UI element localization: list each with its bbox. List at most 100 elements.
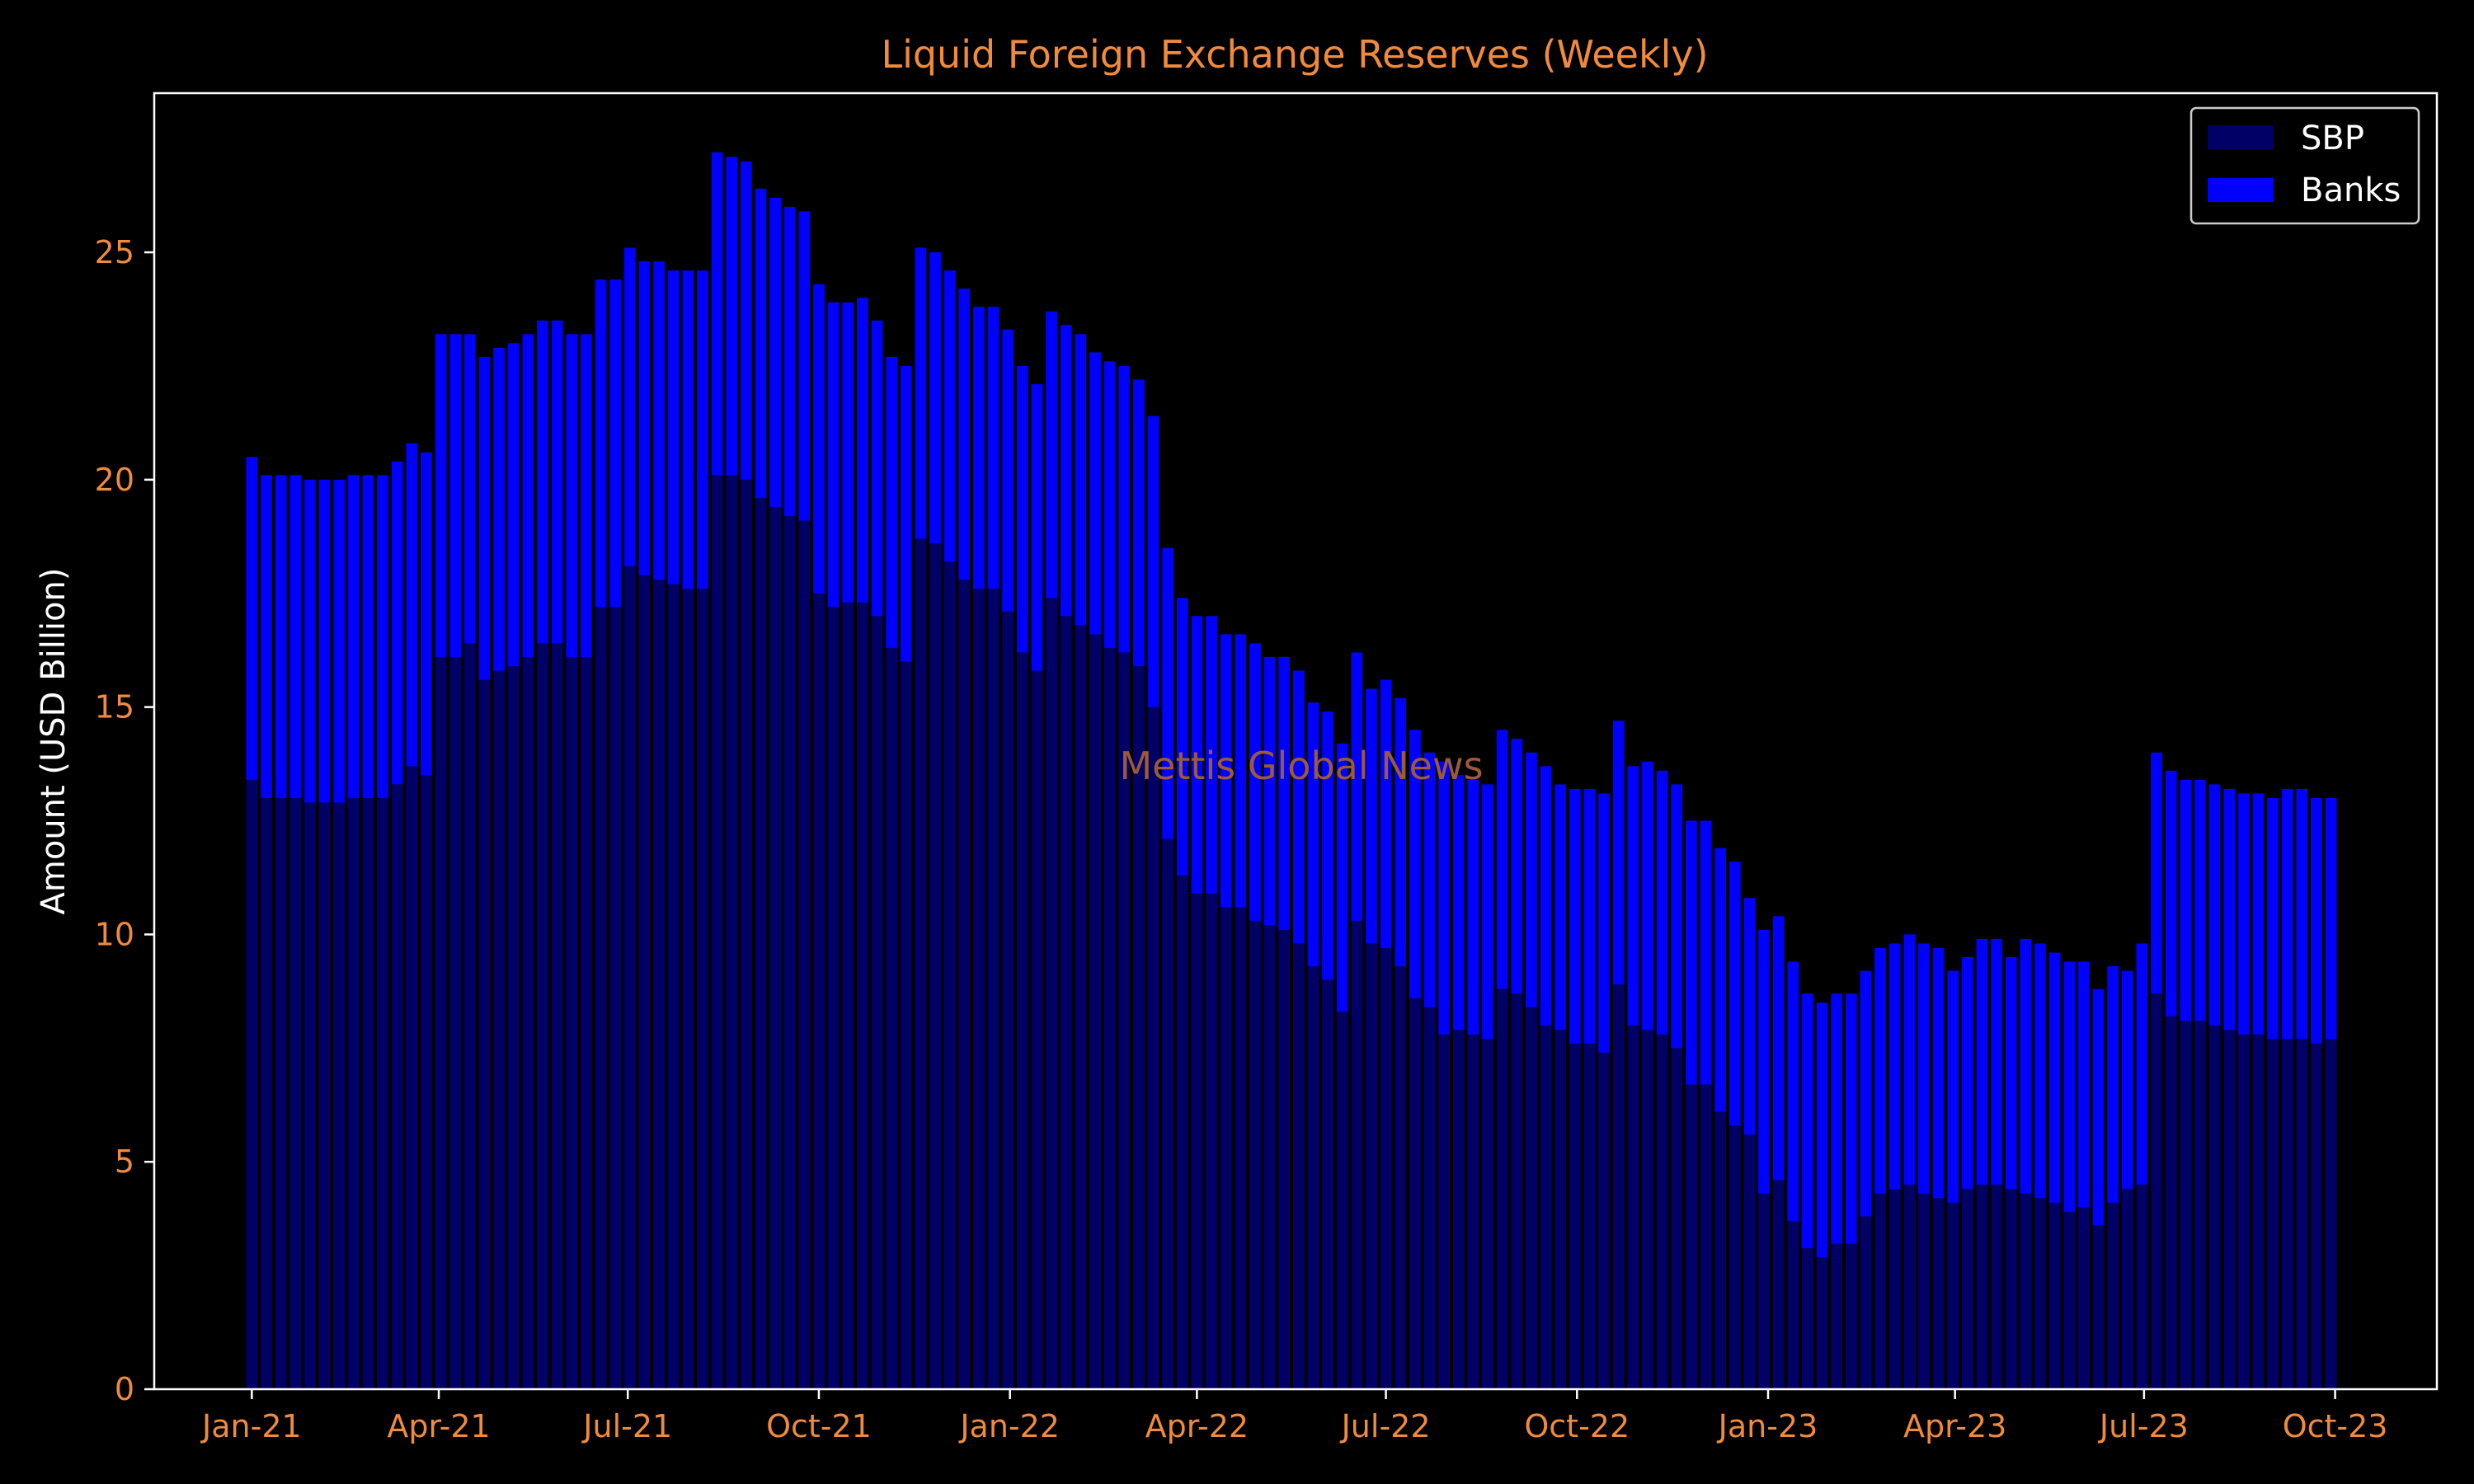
bar-banks <box>2194 779 2206 1021</box>
bar-banks <box>318 479 331 803</box>
bar-banks <box>1278 656 1291 930</box>
bar-sbp <box>2020 1193 2032 1389</box>
bar-sbp <box>827 607 840 1389</box>
bar-sbp <box>246 779 258 1389</box>
bar-banks <box>1351 652 1363 921</box>
bar-banks <box>1409 730 1421 998</box>
bar-sbp <box>1002 611 1014 1389</box>
bar-sbp <box>1075 625 1087 1389</box>
bar-banks <box>2252 793 2265 1035</box>
bar-sbp <box>1932 1198 1945 1389</box>
bar-banks <box>987 307 999 589</box>
bar-sbp <box>449 656 462 1389</box>
bar-sbp <box>2194 1021 2206 1389</box>
bar-sbp <box>783 515 796 1389</box>
bar-sbp <box>1220 907 1232 1389</box>
bar-banks <box>726 157 738 476</box>
bar-sbp <box>2005 1189 2017 1389</box>
bar-sbp <box>1554 1030 1566 1389</box>
bar-sbp <box>1031 670 1043 1389</box>
bar-sbp <box>1278 929 1291 1389</box>
bar-sbp <box>1016 652 1028 1389</box>
bar-banks <box>609 279 622 608</box>
bar-sbp <box>1307 966 1319 1389</box>
bar-sbp <box>595 607 607 1389</box>
bar-sbp <box>1714 1111 1726 1389</box>
bar-sbp <box>435 656 447 1389</box>
x-tick-label: Apr-23 <box>1903 1408 2006 1444</box>
bar-sbp <box>2267 1039 2279 1389</box>
bar-sbp <box>1263 925 1276 1389</box>
bar-banks <box>1947 970 1959 1203</box>
bar-banks <box>1787 961 1799 1221</box>
bar-sbp <box>1801 1248 1813 1389</box>
bar-sbp <box>2136 1184 2148 1389</box>
bar-sbp <box>755 497 767 1390</box>
bar-banks <box>1685 820 1697 1085</box>
bar-banks <box>1540 766 1552 1026</box>
bar-banks <box>1002 329 1014 612</box>
bar-banks <box>2325 797 2337 1040</box>
bar-banks <box>2151 752 2162 994</box>
bar-banks <box>697 270 708 589</box>
bar-banks <box>1292 670 1305 944</box>
bar-sbp <box>2296 1039 2308 1389</box>
legend-swatch-banks <box>2208 178 2274 202</box>
bar-sbp <box>2063 1211 2076 1389</box>
bar-sbp <box>2223 1030 2236 1389</box>
bar-sbp <box>1903 1184 1916 1389</box>
bar-banks <box>1845 993 1857 1244</box>
bar-banks <box>507 343 520 666</box>
bar-sbp <box>1991 1184 2002 1389</box>
bar-sbp <box>1206 893 1217 1389</box>
bar-sbp <box>638 575 651 1389</box>
bar-banks <box>1860 970 1872 1217</box>
y-tick-label: 20 <box>95 462 134 498</box>
bar-banks <box>1612 721 1625 985</box>
bar-sbp <box>1729 1125 1741 1389</box>
y-tick-label: 0 <box>115 1371 134 1407</box>
bar-banks <box>1322 711 1333 980</box>
bar-banks <box>2020 938 2032 1194</box>
bar-banks <box>2005 957 2017 1190</box>
bar-sbp <box>1976 1184 1988 1389</box>
x-tick-label: Jul-23 <box>2098 1408 2189 1444</box>
bar-sbp <box>1525 1007 1537 1389</box>
bar-banks <box>1918 943 1930 1194</box>
bar-sbp <box>1772 1180 1785 1389</box>
bar-sbp <box>275 797 287 1389</box>
bar-sbp <box>1046 598 1057 1389</box>
bar-banks <box>827 302 840 608</box>
bar-sbp <box>1438 1034 1450 1389</box>
bar-sbp <box>1482 1039 1493 1389</box>
x-tick-label: Oct-21 <box>766 1408 872 1444</box>
bar-sbp <box>682 589 694 1389</box>
bar-banks <box>478 356 491 680</box>
bar-sbp <box>1380 947 1392 1389</box>
bar-banks <box>871 320 883 617</box>
bar-banks <box>915 247 927 539</box>
y-axis-label: Amount (USD Billion) <box>35 567 73 914</box>
bar-banks <box>1525 752 1537 1007</box>
bars-layer <box>246 152 2337 1390</box>
bar-banks <box>463 334 476 644</box>
bar-sbp <box>769 506 781 1390</box>
bar-banks <box>1598 793 1610 1053</box>
bar-banks <box>1467 779 1479 1035</box>
x-tick-label: Jan-23 <box>1717 1408 1818 1444</box>
bar-sbp <box>2048 1202 2061 1389</box>
bar-banks <box>2165 770 2177 1017</box>
bar-banks <box>2048 952 2061 1203</box>
bar-banks <box>1075 334 1087 626</box>
bar-sbp <box>1845 1243 1857 1389</box>
bar-banks <box>1496 730 1508 989</box>
bar-sbp <box>406 766 418 1389</box>
bar-sbp <box>2252 1034 2265 1389</box>
bar-banks <box>2092 989 2105 1226</box>
bar-sbp <box>522 656 534 1389</box>
bar-sbp <box>1860 1216 1872 1389</box>
bar-banks <box>638 261 651 575</box>
bar-banks <box>1801 993 1813 1249</box>
bar-banks <box>1423 752 1436 1007</box>
bar-banks <box>1714 848 1726 1112</box>
